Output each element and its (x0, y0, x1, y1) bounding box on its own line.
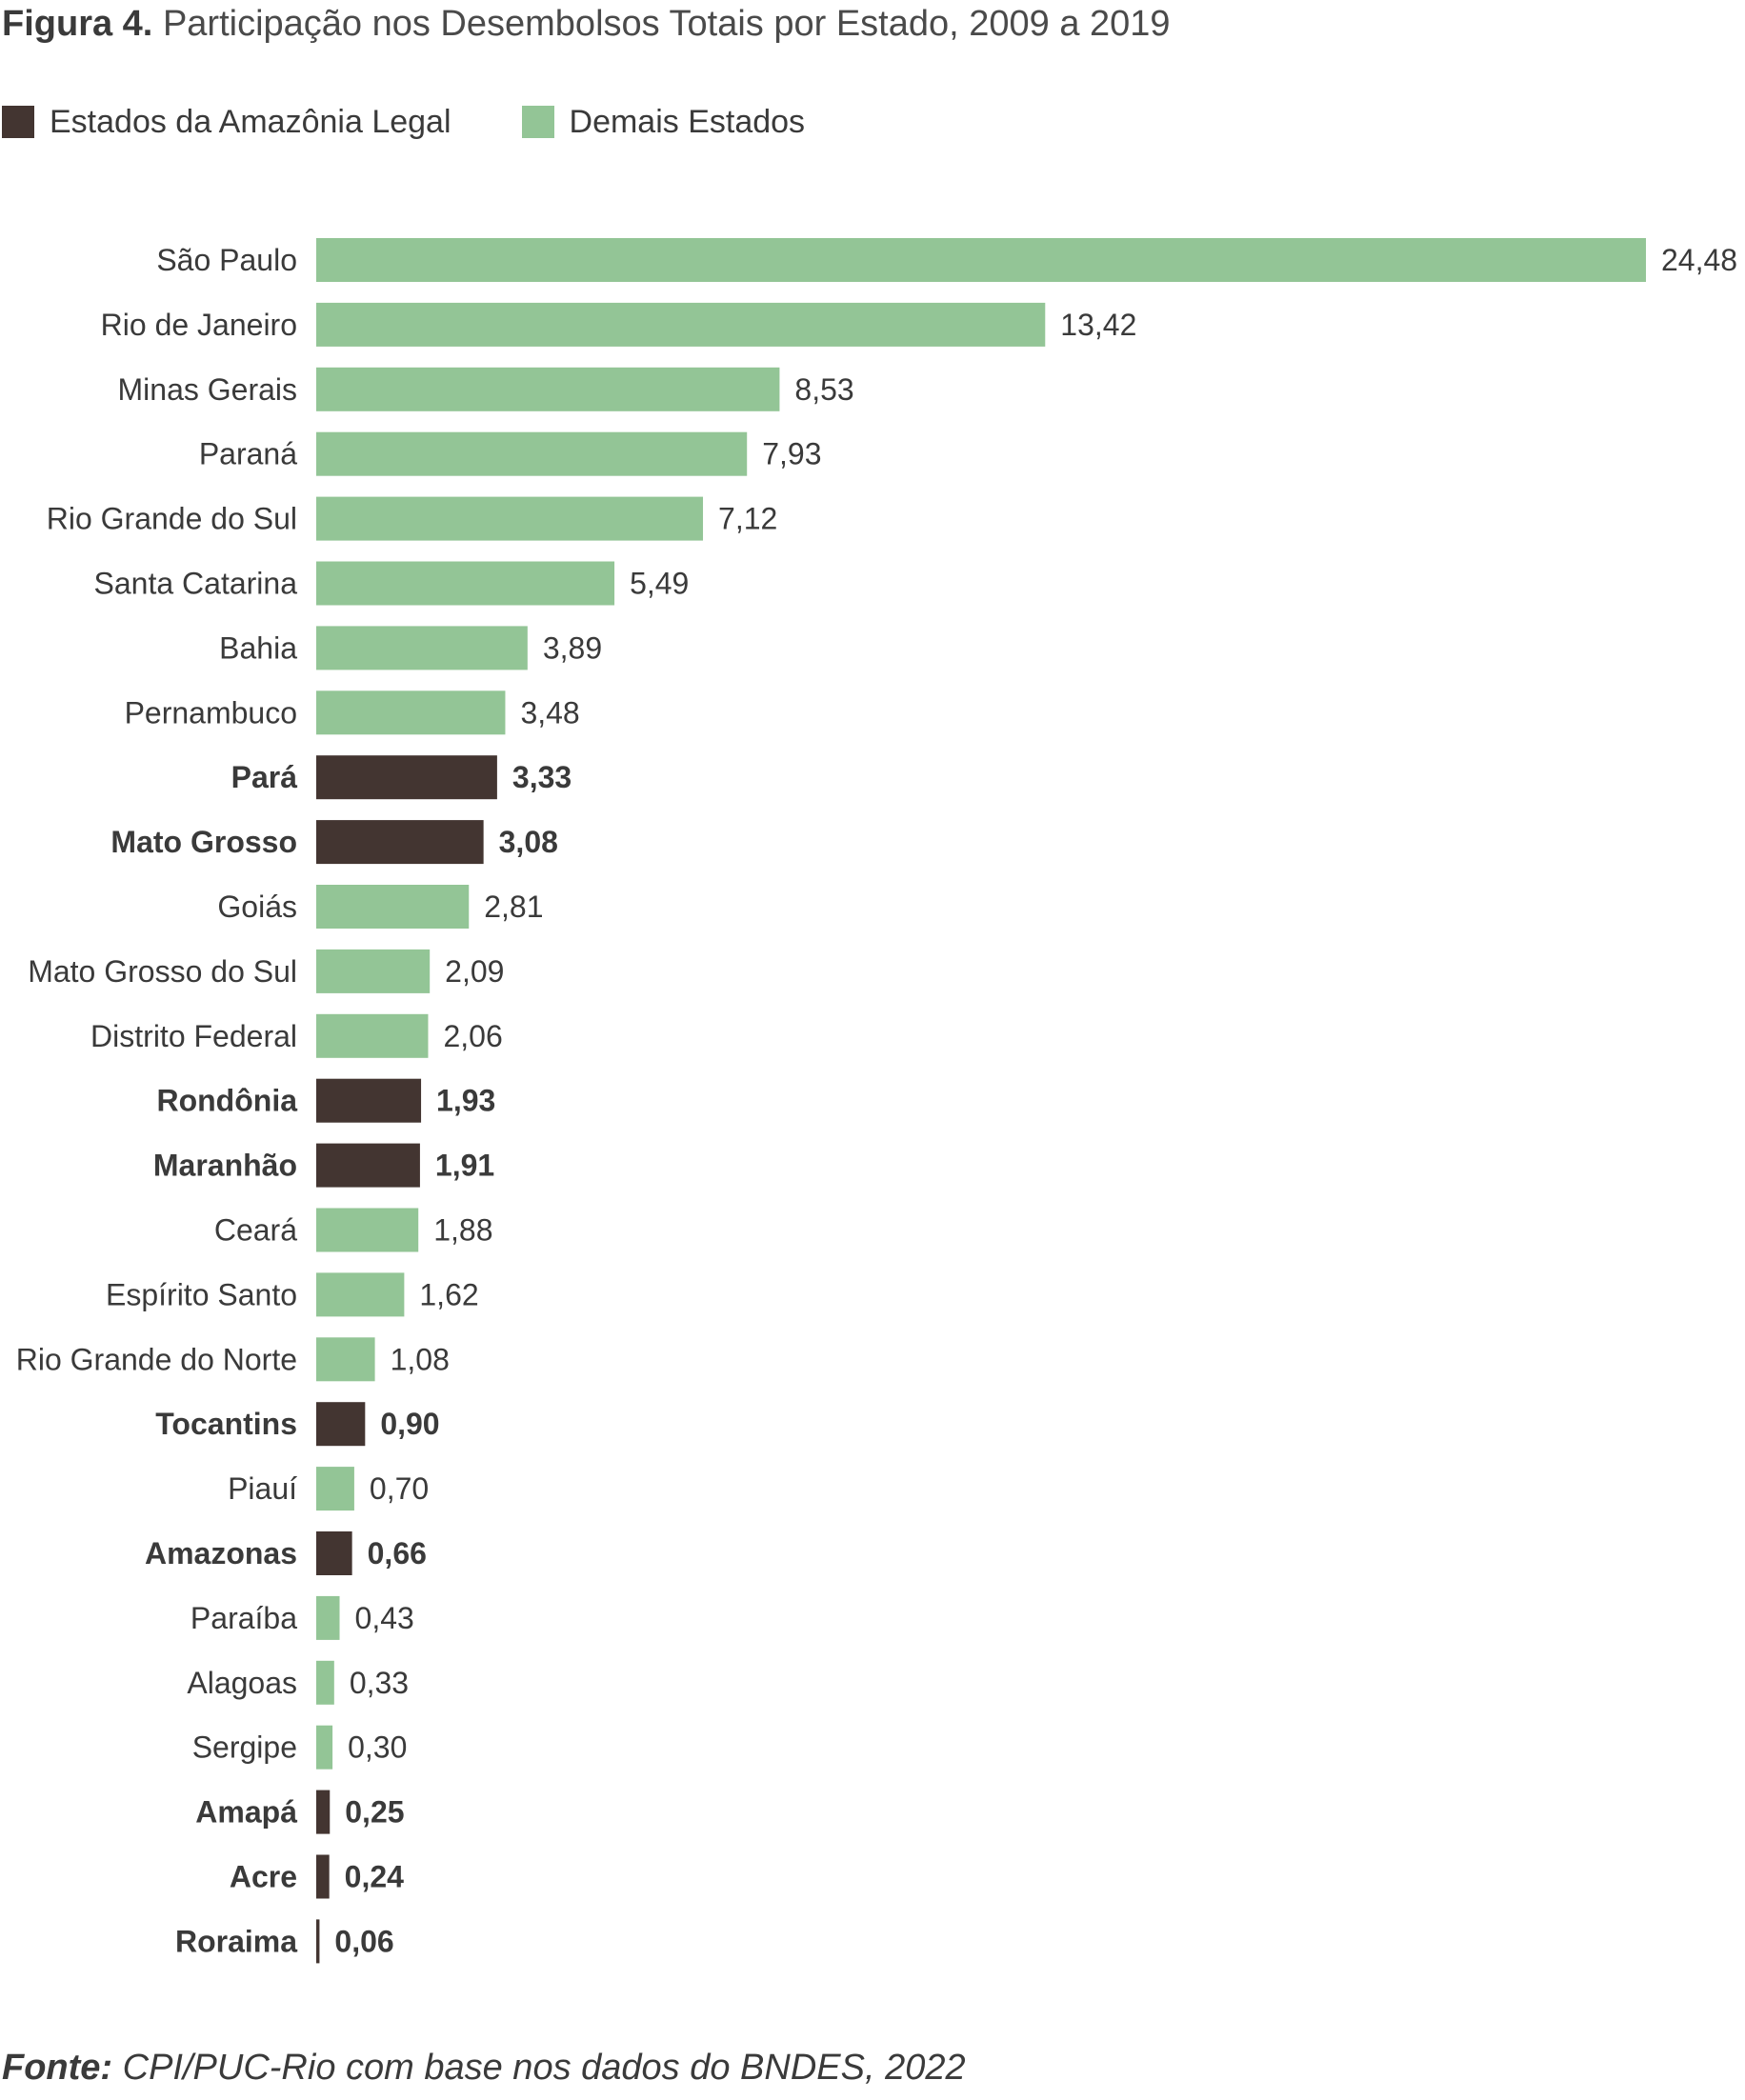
bar-parana (316, 431, 748, 476)
legend-swatch-demais (521, 106, 554, 138)
value-label-roraima: 0,06 (334, 1924, 393, 1958)
bar-para (316, 755, 497, 800)
category-label-ceara: Ceará (214, 1213, 297, 1248)
category-label-roraima: Roraima (175, 1924, 297, 1958)
title-text: Participação nos Desembolsos Totais por … (162, 4, 1171, 44)
bar-chart: São Paulo 24,48 Rio de Janeiro 13,42 Minas G… (16, 238, 1737, 1964)
category-label-sao-paulo: São Paulo (156, 243, 297, 277)
category-label-maranhao: Maranhão (153, 1149, 297, 1183)
category-label-bahia: Bahia (219, 630, 297, 665)
bar-espirito-santo (316, 1272, 405, 1317)
value-label-espirito-santo: 1,62 (419, 1277, 478, 1311)
category-label-alagoas: Alagoas (187, 1666, 297, 1700)
category-label-minas-gerais: Minas Gerais (118, 372, 298, 407)
value-label-rio-de-janeiro: 13,42 (1060, 308, 1136, 342)
category-label-rondonia: Rondônia (156, 1084, 297, 1118)
value-label-rio-grande-do-norte: 1,08 (391, 1342, 450, 1376)
source-text: CPI/PUC-Rio com base nos dados do BNDES,… (122, 2048, 966, 2088)
category-label-espirito-santo: Espírito Santo (106, 1277, 297, 1311)
value-label-amapa: 0,25 (345, 1795, 404, 1830)
bar-rio-grande-do-sul (316, 496, 704, 541)
bar-alagoas (316, 1660, 334, 1705)
category-label-rio-grande-do-norte: Rio Grande do Norte (16, 1342, 297, 1376)
legend-item-demais: Demais Estados (521, 103, 806, 141)
figure-number: Figura 4. (2, 4, 153, 44)
legend-item-amazonia: Estados da Amazônia Legal (2, 104, 451, 141)
bar-goias (316, 885, 470, 929)
value-label-rio-grande-do-sul: 7,12 (718, 502, 777, 536)
category-label-santa-catarina: Santa Catarina (94, 567, 298, 601)
legend: Estados da Amazônia Legal Demais Estados (2, 103, 875, 141)
category-label-paraiba: Paraíba (191, 1601, 297, 1635)
value-label-sao-paulo: 24,48 (1661, 243, 1737, 277)
value-label-mato-grosso-do-sul: 2,09 (445, 954, 504, 989)
category-label-piaui: Piauí (228, 1471, 297, 1506)
value-label-acre: 0,24 (345, 1860, 404, 1894)
category-label-pernambuco: Pernambuco (125, 695, 297, 730)
value-label-mato-grosso: 3,08 (499, 825, 558, 859)
chart-title: Figura 4. Participação nos Desembolsos T… (2, 2, 1171, 46)
category-label-distrito-federal: Distrito Federal (90, 1019, 297, 1053)
value-label-alagoas: 0,33 (350, 1666, 409, 1700)
legend-swatch-amazonia (2, 106, 34, 138)
category-label-amapa: Amapá (195, 1795, 297, 1830)
bar-santa-catarina (316, 561, 615, 606)
value-label-rondonia: 1,93 (436, 1084, 495, 1118)
bar-tocantins (316, 1402, 366, 1447)
value-label-santa-catarina: 5,49 (630, 567, 689, 601)
value-label-goias: 2,81 (484, 890, 543, 924)
category-label-parana: Paraná (199, 437, 297, 471)
category-label-rio-grande-do-sul: Rio Grande do Sul (47, 502, 297, 536)
value-label-piaui: 0,70 (370, 1471, 429, 1506)
category-label-mato-grosso-do-sul: Mato Grosso do Sul (28, 954, 297, 989)
bar-amapa (316, 1790, 331, 1834)
source-lead: Fonte: (2, 2048, 113, 2088)
bar-pernambuco (316, 690, 506, 735)
category-label-tocantins: Tocantins (155, 1407, 297, 1441)
bar-piaui (316, 1467, 354, 1511)
value-label-tocantins: 0,90 (380, 1407, 439, 1441)
category-label-para: Pará (231, 760, 298, 794)
bar-minas-gerais (316, 367, 780, 411)
value-label-parana: 7,93 (762, 437, 821, 471)
value-label-paraiba: 0,43 (355, 1601, 414, 1635)
bar-sao-paulo (316, 238, 1646, 282)
category-label-acre: Acre (230, 1860, 297, 1894)
bar-distrito-federal (316, 1013, 429, 1058)
bar-bahia (316, 626, 528, 670)
bar-rio-de-janeiro (316, 302, 1046, 347)
bar-maranhao (316, 1143, 420, 1188)
bar-roraima (316, 1919, 320, 1964)
value-label-sergipe: 0,30 (348, 1730, 407, 1765)
value-label-maranhao: 1,91 (435, 1149, 494, 1183)
value-label-para: 3,33 (512, 760, 572, 794)
value-label-bahia: 3,89 (543, 630, 602, 665)
source-note: Fonte: CPI/PUC-Rio com base nos dados do… (2, 2046, 966, 2090)
legend-label-demais: Demais Estados (569, 103, 806, 140)
value-label-distrito-federal: 2,06 (443, 1019, 502, 1053)
bar-acre (316, 1854, 330, 1899)
bar-ceara (316, 1208, 419, 1252)
bar-rio-grande-do-norte (316, 1337, 375, 1382)
value-label-ceara: 1,88 (433, 1213, 492, 1248)
bar-paraiba (316, 1595, 340, 1640)
bar-rondonia (316, 1078, 422, 1123)
category-label-goias: Goiás (217, 890, 297, 924)
value-label-pernambuco: 3,48 (520, 695, 579, 730)
category-label-mato-grosso: Mato Grosso (110, 825, 297, 859)
category-label-sergipe: Sergipe (192, 1730, 297, 1765)
category-label-amazonas: Amazonas (145, 1536, 297, 1570)
bar-sergipe (316, 1725, 333, 1770)
value-label-minas-gerais: 8,53 (794, 372, 853, 407)
bar-mato-grosso (316, 820, 484, 865)
category-label-rio-de-janeiro: Rio de Janeiro (101, 308, 297, 342)
value-label-amazonas: 0,66 (368, 1536, 427, 1570)
bar-mato-grosso-do-sul (316, 949, 431, 993)
legend-label-amazonia: Estados da Amazônia Legal (50, 103, 451, 140)
bar-amazonas (316, 1531, 352, 1575)
